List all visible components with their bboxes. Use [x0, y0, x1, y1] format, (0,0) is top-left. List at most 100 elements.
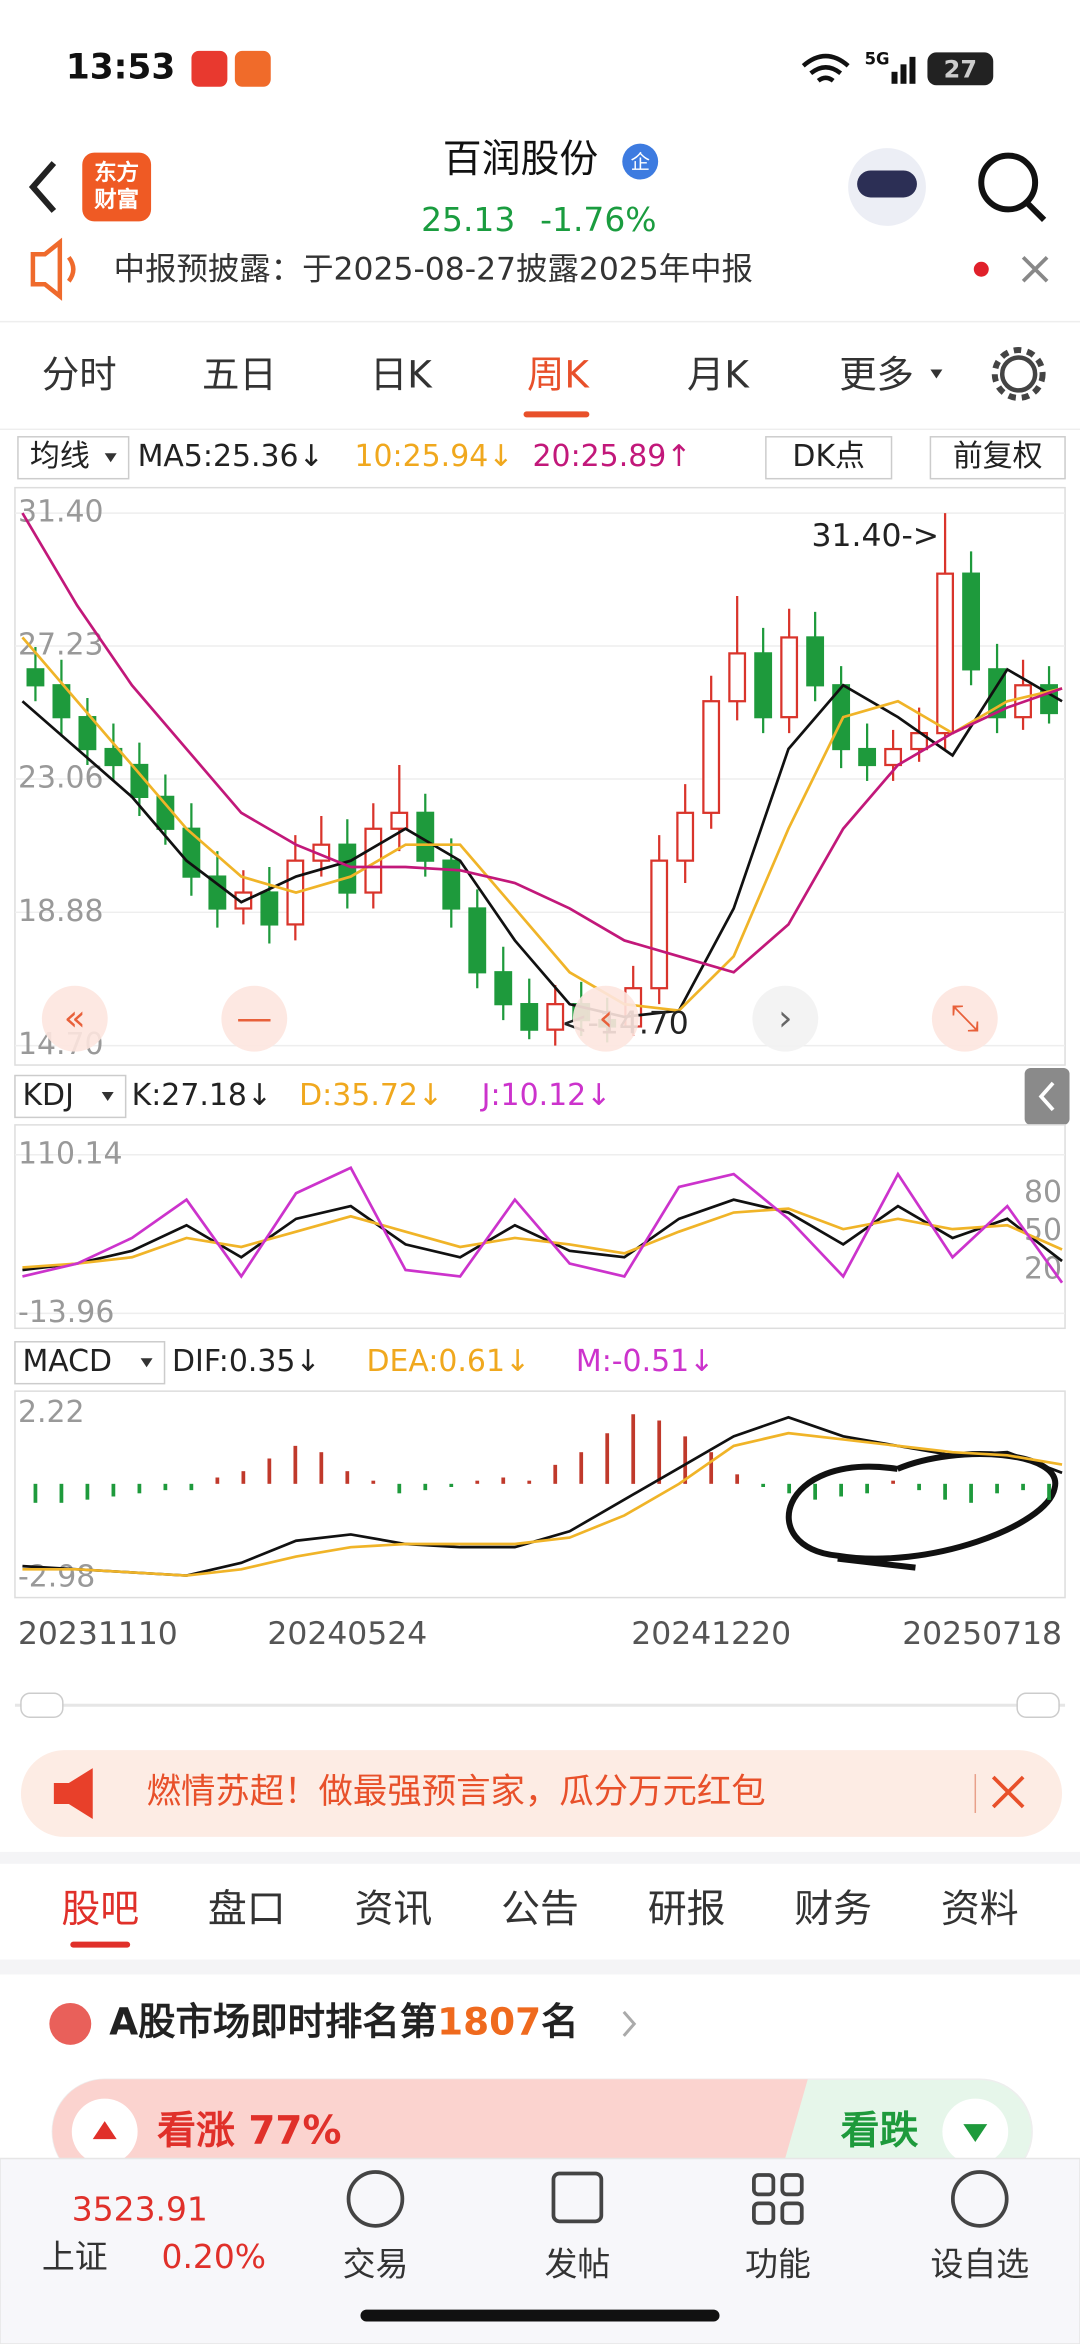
adjust-label[interactable]: 前复权	[953, 439, 1043, 474]
y-tick-label: -2.98	[18, 1560, 95, 1595]
red-dot	[973, 261, 989, 277]
function-icon[interactable]	[752, 2173, 804, 2225]
candle-body	[546, 1003, 565, 1031]
nav-label[interactable]: 交易	[343, 2245, 409, 2284]
candle-body	[728, 652, 747, 703]
sentiment-down-label[interactable]: 看跌	[841, 2109, 919, 2154]
chart-nav-button[interactable]	[41, 985, 108, 1052]
macd-caret	[140, 1358, 153, 1368]
badge	[622, 143, 659, 180]
chart-nav-button[interactable]	[572, 985, 639, 1052]
main-chart-frame	[14, 486, 1066, 1066]
more-caret	[930, 369, 943, 379]
nav-label[interactable]: 功能	[745, 2245, 811, 2284]
nav-label[interactable]: 设自选	[930, 2245, 1029, 2284]
hand-drawn-circle	[785, 1451, 1059, 1571]
kdj-caret	[101, 1091, 114, 1101]
search-icon[interactable]	[978, 152, 1039, 213]
y-tick-label: -13.96	[18, 1295, 114, 1330]
candle-body	[338, 843, 357, 894]
candle-body	[78, 716, 97, 751]
period-tab[interactable]: 周K	[527, 352, 590, 396]
candle-body	[806, 636, 825, 687]
legend-item: MA5:25.36↓	[138, 439, 324, 474]
y-tick-label: 80	[1024, 1175, 1062, 1210]
indicator-line	[21, 636, 1063, 1013]
period-tab[interactable]: 分时	[42, 352, 117, 396]
settings-icon[interactable]	[999, 355, 1038, 393]
trade-icon[interactable]	[346, 2170, 405, 2228]
watchlist-icon[interactable]	[950, 2170, 1009, 2228]
period-tab[interactable]: 更多	[839, 352, 914, 396]
candle-body	[702, 700, 721, 814]
speaker-icon	[30, 237, 76, 301]
index-value: 3523.91	[72, 2189, 208, 2228]
chart-nav-button[interactable]	[752, 985, 819, 1052]
legend-selector[interactable]: KDJ	[22, 1078, 73, 1113]
back-button[interactable]	[28, 161, 57, 213]
clock: 13:53	[66, 47, 175, 87]
kdj-frame	[14, 1124, 1066, 1330]
stock-name: 百润股份	[443, 137, 599, 182]
adjust-button[interactable]	[929, 436, 1066, 480]
chart-nav-glyph: ›	[778, 998, 792, 1039]
notice-text[interactable]: 中报预披露：于2025-08-27披露2025年中报	[114, 252, 753, 288]
chart-nav-button[interactable]	[931, 985, 998, 1052]
dk-button[interactable]	[765, 436, 893, 480]
candle-body	[182, 827, 201, 878]
close-promo[interactable]	[991, 1775, 1025, 1809]
avatar-visor	[857, 170, 917, 198]
search-handle	[1025, 201, 1047, 223]
legend-selector[interactable]: 均线	[30, 439, 90, 474]
x-tick-label: 20241220	[631, 1616, 791, 1652]
content-tab[interactable]: 财务	[794, 1887, 872, 1932]
side-tab[interactable]	[1024, 1068, 1070, 1125]
period-tab[interactable]: 月K	[687, 352, 750, 396]
divider	[0, 1851, 1080, 1864]
ma-caret	[104, 453, 117, 463]
max-annotation: 31.40->	[812, 518, 940, 554]
legend-item: 10:25.94↓	[355, 439, 514, 474]
period-tab[interactable]: 日K	[370, 352, 433, 396]
legend-selector[interactable]: MACD	[22, 1344, 112, 1379]
candle-body	[832, 684, 851, 751]
change: -1.76%	[540, 200, 656, 239]
content-tab[interactable]: 公告	[501, 1887, 579, 1932]
scroll-handle[interactable]	[20, 1692, 64, 1718]
content-tab[interactable]: 股吧	[61, 1887, 139, 1932]
post-icon[interactable]	[551, 2171, 604, 2224]
megaphone-icon	[53, 1768, 93, 1819]
legend-item: DIF:0.35↓	[172, 1344, 320, 1379]
candle-body	[156, 795, 175, 830]
x-tick-label: 20250718	[902, 1616, 1062, 1652]
scroll-handle[interactable]	[1016, 1692, 1060, 1718]
content-tab[interactable]: 盘口	[208, 1887, 286, 1932]
nav-label[interactable]: 发帖	[545, 2245, 611, 2284]
promo-banner[interactable]	[20, 1750, 1063, 1837]
promo-text[interactable]: 燃情苏超！做最强预言家，瓜分万元红包	[147, 1772, 766, 1812]
network: 5G	[865, 49, 890, 68]
close-notice[interactable]	[1021, 255, 1049, 283]
chart-nav-button[interactable]	[221, 985, 288, 1052]
tab-underline	[523, 411, 590, 418]
content-tab[interactable]: 研报	[648, 1887, 726, 1932]
candle-body	[52, 684, 71, 719]
tab-underline	[70, 1941, 131, 1948]
signal-icon	[891, 56, 916, 84]
battery-level: 27	[944, 55, 977, 83]
rank-arrow[interactable]	[622, 2010, 637, 2037]
dk-label[interactable]: DK点	[792, 439, 865, 474]
y-tick-label: 110.14	[18, 1136, 123, 1171]
period-tab[interactable]: 五日	[202, 352, 277, 396]
sentiment-up-label[interactable]: 看涨 77%	[157, 2109, 341, 2154]
price: 25.13	[421, 200, 515, 239]
macd-selector[interactable]	[14, 1341, 166, 1385]
content-tab[interactable]: 资讯	[355, 1887, 433, 1932]
content-tab[interactable]: 资料	[941, 1887, 1019, 1932]
chart-nav-glyph: —	[236, 998, 272, 1039]
chart-nav-glyph: ‹	[599, 998, 613, 1039]
home-indicator	[360, 2309, 720, 2322]
legend-item: DEA:0.61↓	[366, 1344, 530, 1379]
rank-suffix: 名	[541, 1999, 578, 2043]
